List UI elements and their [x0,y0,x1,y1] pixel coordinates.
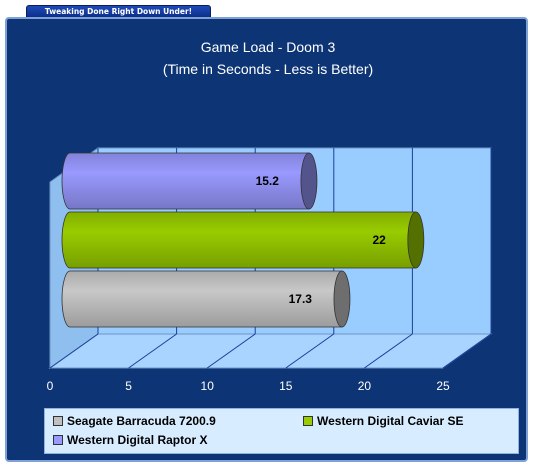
legend-label-raptor: Western Digital Raptor X [67,433,208,447]
gridline-floor [49,333,99,369]
bar-value-label: 22 [372,233,386,247]
legend: Seagate Barracuda 7200.9 Western Digital… [44,408,519,454]
bar-0: 17.3 [61,270,351,328]
bar-body [61,152,310,210]
x-tick-label: 10 [201,379,215,393]
gridline-floor [442,333,492,369]
bar-1: 22 [61,211,425,269]
chart-title: Game Load - Doom 3 [201,39,336,55]
x-tick-label: 0 [47,379,54,393]
x-axis-ticks: 0 5 10 15 20 25 [47,379,450,393]
floor [48,333,493,369]
legend-label-seagate: Seagate Barracuda 7200.9 [67,414,216,428]
gridline-floor [206,333,256,369]
bar-2: 15.2 [61,152,318,210]
legend-item-raptor: Western Digital Raptor X [53,433,207,447]
bar-value-label: 15.2 [256,174,280,188]
gridline-floor [285,333,335,369]
gridline-floor [128,333,177,369]
chart-subtitle: (Time in Seconds - Less is Better) [163,61,373,77]
legend-item-caviar: Western Digital Caviar SE [303,414,464,428]
bar-value-label: 17.3 [289,292,313,306]
x-tick-label: 25 [436,379,450,393]
bar-end-cap [300,152,318,210]
bar-end-cap [407,211,425,269]
bar-body [61,211,417,269]
legend-item-seagate: Seagate Barracuda 7200.9 [53,414,216,428]
bars: 17.3 22 15.2 [61,152,425,328]
gridline-floor [364,333,413,369]
legend-swatch-raptor [53,435,63,445]
x-tick-label: 5 [125,379,132,393]
x-tick-label: 15 [279,379,293,393]
legend-label-caviar: Western Digital Caviar SE [317,414,464,428]
bar-body [61,270,343,328]
legend-swatch-seagate [53,416,63,426]
x-tick-label: 20 [358,379,372,393]
legend-swatch-caviar [303,416,313,426]
bar-end-cap [333,270,351,328]
